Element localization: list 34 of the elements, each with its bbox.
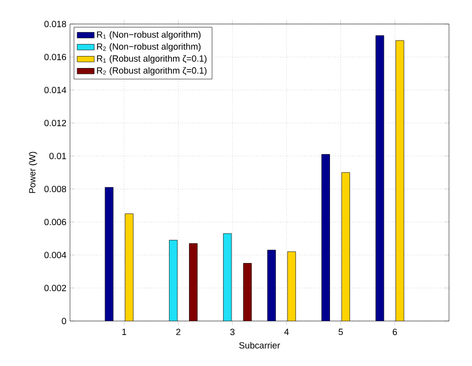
x-tick-label: 1 [122, 328, 126, 335]
bar [376, 35, 384, 321]
bar [169, 240, 178, 321]
bar [243, 263, 252, 321]
y-tick-label: 0.016 [44, 54, 66, 60]
y-tick-label: 0 [62, 318, 66, 324]
x-tick-label: 2 [176, 328, 180, 336]
bar [396, 40, 404, 321]
bar [341, 172, 350, 321]
y-tick-label: 0.006 [44, 218, 66, 226]
bar [223, 233, 232, 321]
x-tick-label: 3 [230, 328, 235, 336]
bar [124, 214, 134, 321]
bar [267, 250, 276, 321]
x-tick-label: 5 [338, 328, 343, 336]
bar [189, 243, 198, 321]
x-tick-label: 4 [284, 328, 289, 335]
legend-label: R$_{1}$ (Non−robust algorithm) [97, 31, 201, 40]
x-axis-title: Subcarrier [239, 342, 280, 349]
y-tick-label: 0.018 [44, 20, 66, 28]
y-tick-label: 0.01 [49, 152, 66, 160]
bar [104, 187, 114, 321]
y-tick-label: 0.008 [44, 186, 66, 192]
y-tick-label: 0.012 [44, 120, 66, 126]
legend-label: R$_{2}$ (Non−robust algorithm) [97, 43, 201, 52]
y-axis-title: Power (W) [28, 152, 38, 193]
legend-label: R$_{1}$ (Robust algorithm ζ=0.1) [97, 55, 206, 64]
bar [321, 154, 330, 321]
x-tick-label: 6 [392, 328, 397, 336]
y-tick-label: 0.004 [44, 252, 66, 258]
y-tick-label: 0.014 [44, 86, 66, 94]
bar [287, 252, 296, 321]
legend-label: R$_{2}$ (Robust algorithm ζ=0.1) [97, 67, 206, 76]
y-tick-label: 0.002 [44, 284, 66, 292]
